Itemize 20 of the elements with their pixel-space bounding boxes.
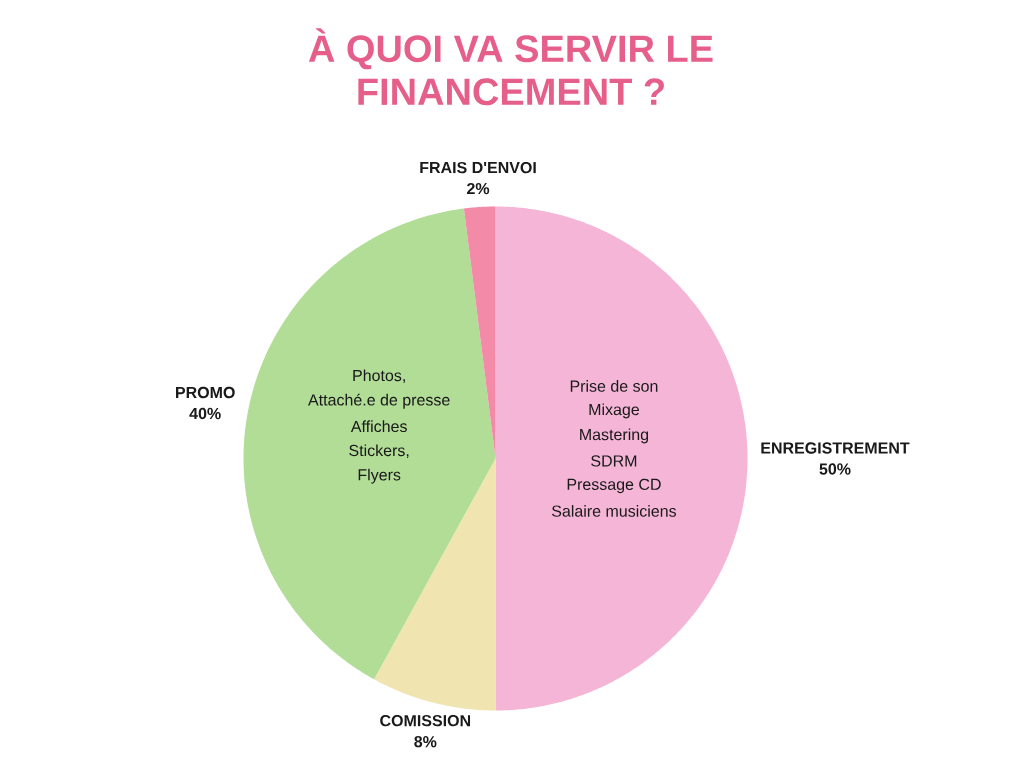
data-label: 40% <box>189 407 221 420</box>
text: Photos, <box>353 369 405 384</box>
text: Affiches <box>350 420 407 433</box>
slice-label: FRAIS D'ENVOI <box>420 161 536 174</box>
text: Pressage CD <box>567 478 661 494</box>
text: Prise de son <box>570 380 658 392</box>
text: Stickers, <box>349 444 409 459</box>
text: Salaire musiciens <box>551 505 677 517</box>
text: Flyers <box>358 468 401 484</box>
chart-title: À QUOI VA SERVIR LE FINANCEMENT ? <box>308 28 713 106</box>
slice-label: PROMO <box>176 386 235 399</box>
text: Mixage <box>589 403 640 419</box>
text: SDRM <box>591 455 637 467</box>
text: Mastering <box>580 428 649 444</box>
text: Attaché.e de presse <box>308 393 450 409</box>
data-label: 2% <box>467 182 490 195</box>
slice-label: COMISSION <box>380 714 471 727</box>
slice-label: ENREGISTREMENT <box>761 442 910 454</box>
data-label: 50% <box>819 463 851 475</box>
data-label: 8% <box>414 735 437 748</box>
